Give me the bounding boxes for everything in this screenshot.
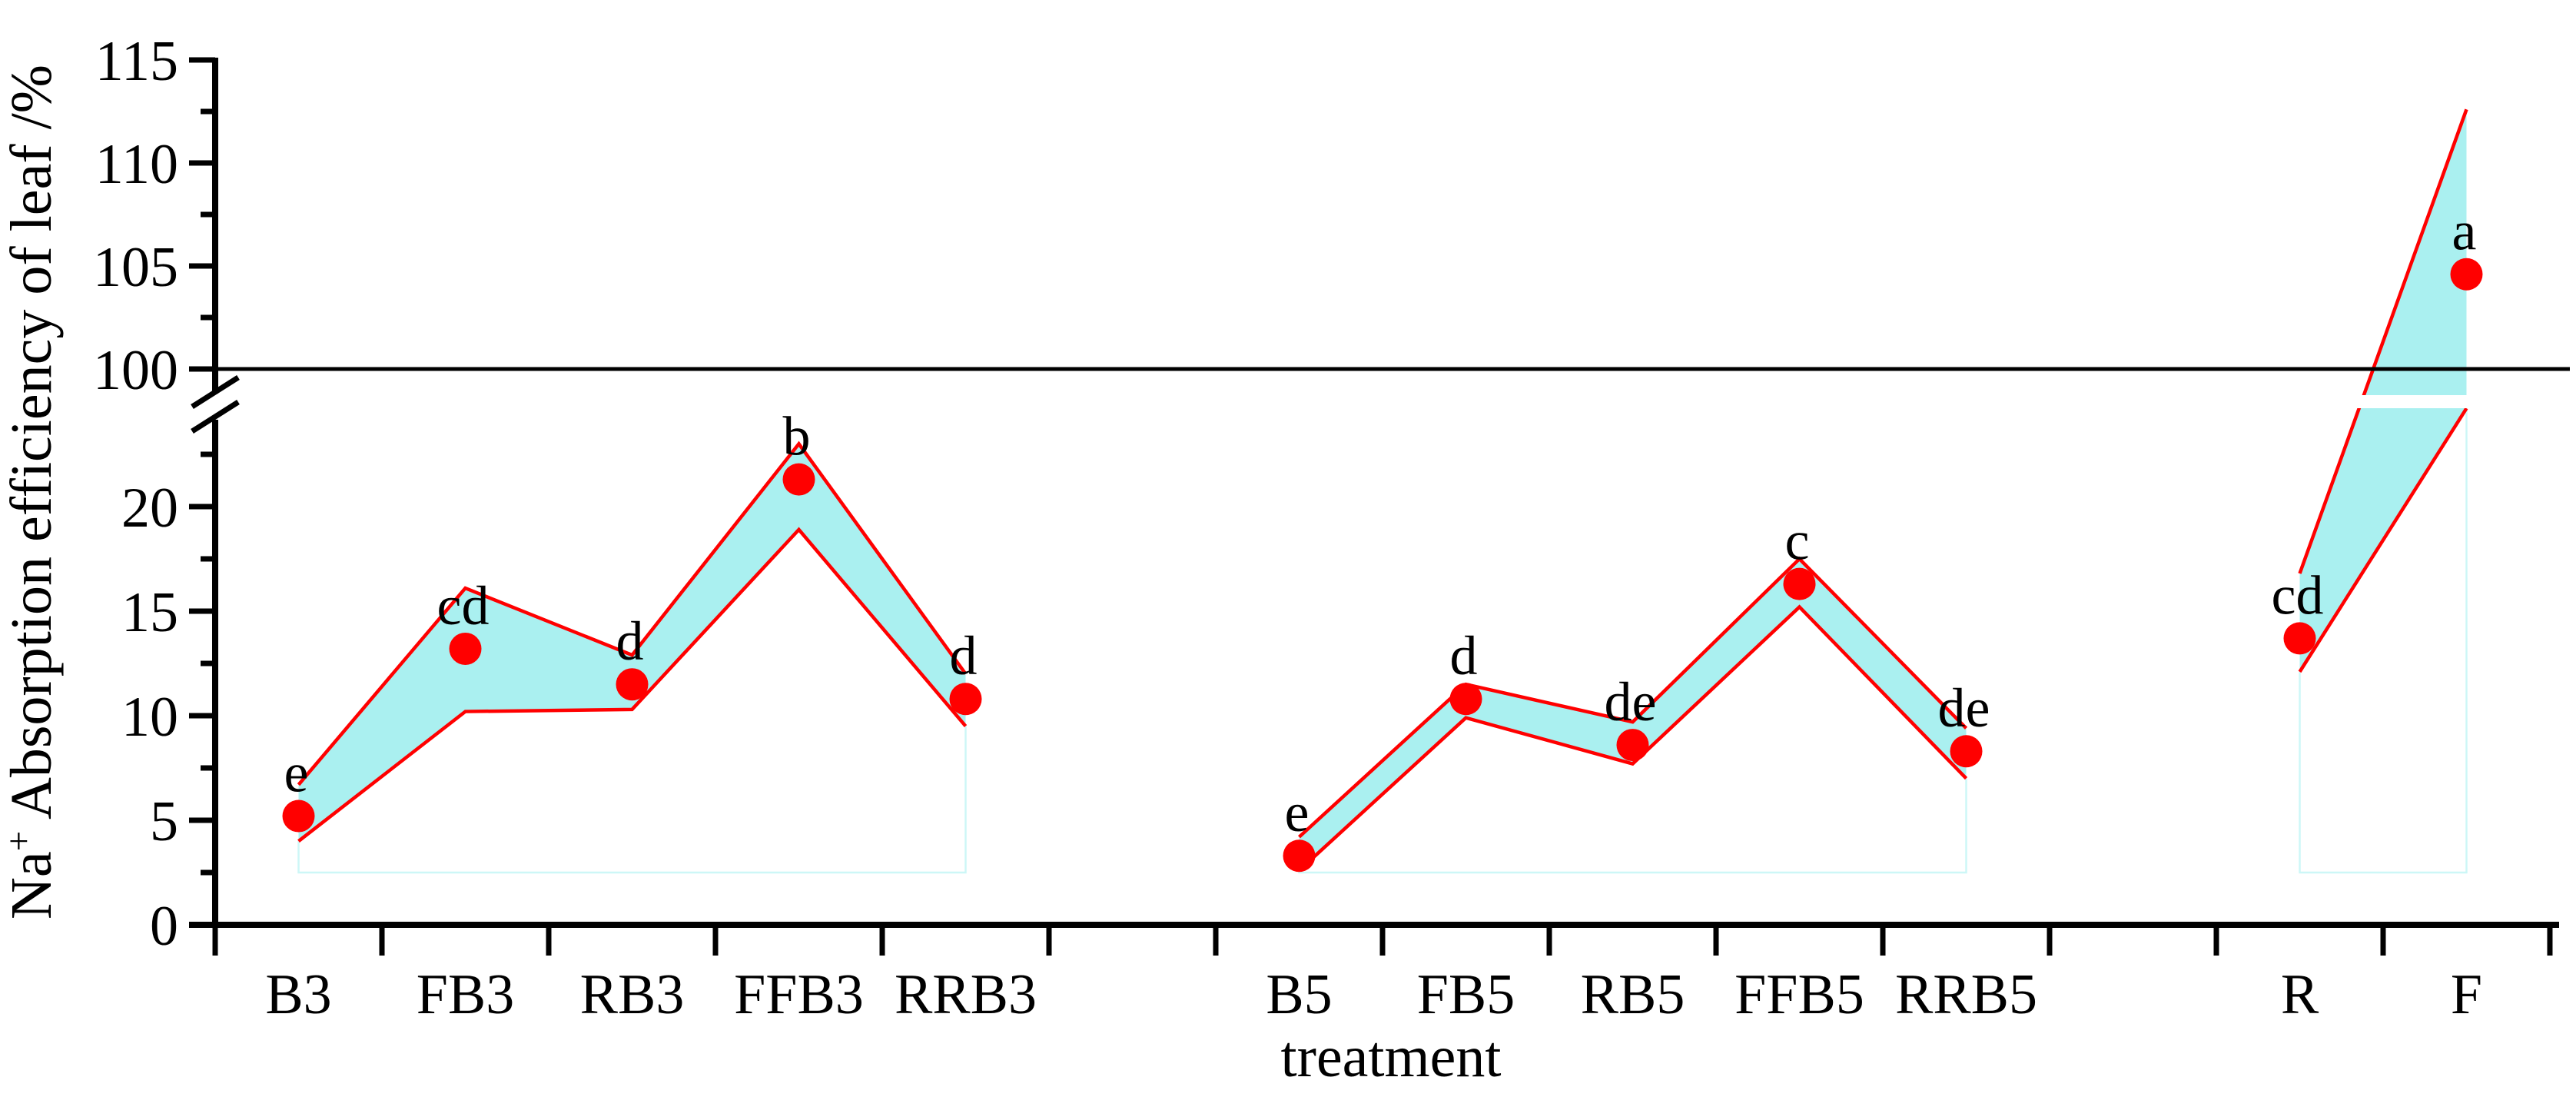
significance-letter: d <box>950 625 978 686</box>
x-category-label: RB5 <box>1581 963 1685 1026</box>
x-category-label: B5 <box>1266 963 1332 1026</box>
y-tick-label: 105 <box>93 236 178 299</box>
data-point <box>949 683 982 716</box>
band-lower-edge <box>297 527 968 843</box>
y-tick-label: 115 <box>95 30 178 93</box>
y-tick-label: 20 <box>121 477 178 540</box>
band-upper-edge <box>297 440 968 786</box>
significance-letter: e <box>1285 782 1310 843</box>
x-category-label: RRB3 <box>895 963 1037 1026</box>
significance-letter: a <box>2452 201 2477 262</box>
confidence-band <box>298 444 966 842</box>
x-category-label: FFB5 <box>1734 963 1864 1026</box>
y-tick-label: 15 <box>121 581 178 644</box>
band-baseline-guide <box>1298 778 1967 874</box>
axis-break-gap <box>218 395 2570 408</box>
significance-letter: d <box>616 610 644 672</box>
significance-letter: cd <box>437 575 490 637</box>
data-point <box>2283 622 2316 655</box>
data-point <box>1283 839 1316 873</box>
band-lower-edge <box>1297 604 1968 872</box>
data-point <box>1783 567 1816 600</box>
significance-letter: c <box>1785 510 1810 572</box>
confidence-band <box>2299 109 2467 672</box>
superscript-plus: + <box>0 831 39 852</box>
data-point <box>782 463 815 496</box>
axis-break-slash <box>191 400 240 434</box>
axis-break-slash <box>191 375 240 409</box>
significance-letter: cd <box>2272 564 2324 626</box>
band-lower-edge <box>2298 407 2468 673</box>
x-category-label: FB3 <box>417 963 515 1026</box>
band-baseline-guide <box>297 726 967 874</box>
significance-letter: d <box>1450 625 1478 686</box>
y-tick-label: 5 <box>150 790 178 853</box>
significance-letter: b <box>783 406 811 467</box>
y-tick-label: 100 <box>93 339 178 402</box>
x-category-label: RB3 <box>580 963 685 1026</box>
band-baseline-guide <box>2299 408 2468 874</box>
x-category-label: R <box>2281 963 2319 1026</box>
significance-letter: e <box>284 743 309 804</box>
y-axis-title: Na+ Absorption efficiency of leaf /% <box>0 65 64 919</box>
y-tick-label: 10 <box>121 686 178 749</box>
data-point <box>1950 735 1983 768</box>
significance-letter: de <box>1605 671 1657 733</box>
x-category-label: FFB3 <box>734 963 864 1026</box>
data-point <box>2450 258 2483 291</box>
x-category-label: RRB5 <box>1895 963 2037 1026</box>
band-upper-edge <box>1297 556 1968 839</box>
x-category-label: F <box>2451 963 2482 1026</box>
data-point <box>1616 729 1649 762</box>
y-tick-label: 110 <box>95 133 178 196</box>
band-upper-edge <box>2298 108 2468 574</box>
data-point <box>616 668 649 701</box>
x-axis-title: treatment <box>1281 1025 1502 1089</box>
x-category-label: B3 <box>265 963 331 1026</box>
data-point <box>282 799 315 833</box>
data-point <box>449 632 482 665</box>
x-category-label: FB5 <box>1417 963 1515 1026</box>
significance-letter: de <box>1938 677 1990 739</box>
data-point <box>1449 683 1482 716</box>
y-tick-label: 0 <box>150 895 178 958</box>
